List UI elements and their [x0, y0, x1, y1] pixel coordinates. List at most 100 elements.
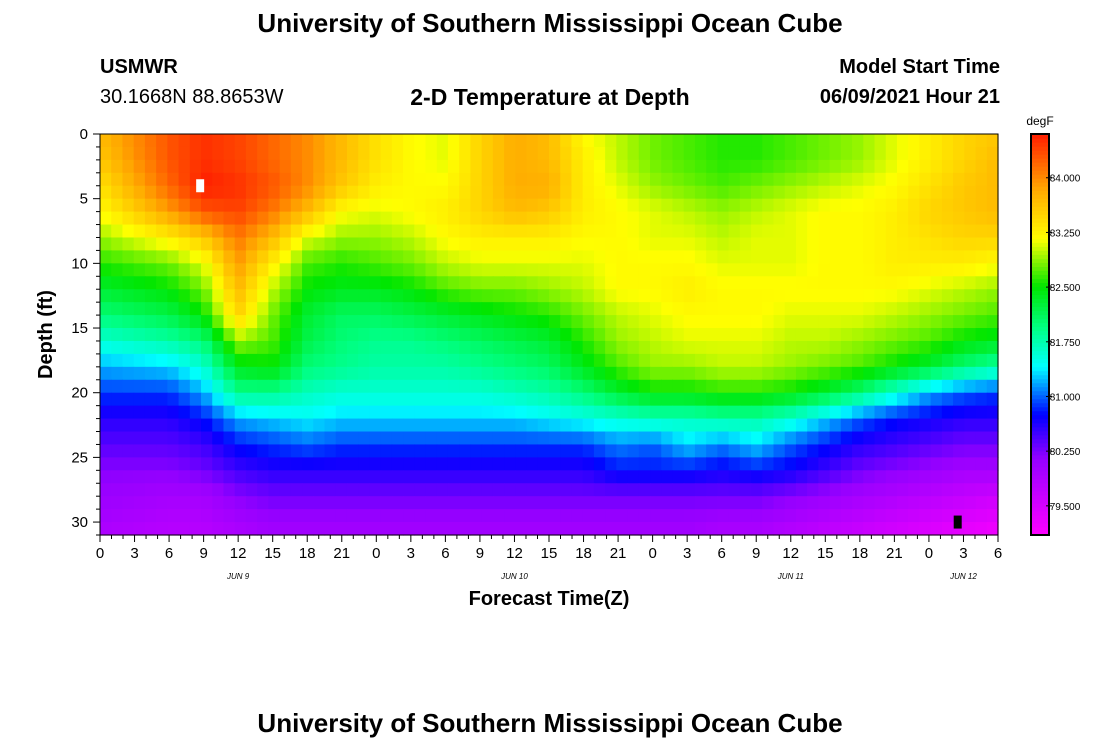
heatmap-cell	[694, 276, 707, 290]
heatmap-cell	[717, 328, 730, 342]
footer-title: University of Southern Mississippi Ocean…	[257, 708, 843, 738]
heatmap-cell	[683, 470, 696, 484]
heatmap-cell	[717, 289, 730, 303]
heatmap-cell	[593, 302, 606, 316]
heatmap-cell	[795, 134, 808, 148]
heatmap-cell	[358, 405, 370, 420]
heatmap-cell	[492, 379, 505, 394]
heatmap-cell	[706, 366, 718, 381]
heatmap-cell	[694, 263, 707, 277]
heatmap-cell	[571, 457, 584, 471]
heatmap-cell	[268, 289, 281, 303]
heatmap-cell	[818, 172, 831, 187]
heatmap-cell	[526, 418, 539, 433]
colorbar-swatch	[1031, 526, 1049, 532]
heatmap-cell	[324, 392, 337, 407]
heatmap-cell	[470, 302, 483, 316]
heatmap-cell	[212, 185, 225, 200]
heatmap-cell	[459, 224, 472, 239]
heatmap-cell	[941, 509, 954, 523]
heatmap-cell	[403, 134, 415, 148]
heatmap-cell	[178, 522, 191, 536]
date-label: JUN 10	[500, 572, 528, 581]
heatmap-cell	[380, 340, 393, 355]
heatmap-cell	[201, 340, 213, 355]
heatmap-cell	[795, 224, 808, 239]
colorbar-swatch	[1031, 134, 1049, 139]
heatmap-cell	[919, 289, 932, 303]
heatmap-cell	[470, 146, 483, 161]
heatmap-cell	[593, 159, 606, 174]
heatmap-cell	[223, 134, 236, 148]
heatmap-cell	[807, 379, 819, 394]
heatmap-cell	[852, 198, 864, 213]
heatmap-cell	[358, 315, 370, 329]
heatmap-cell	[459, 392, 472, 407]
heatmap-cell	[436, 457, 449, 471]
heatmap-cell	[751, 392, 763, 407]
heatmap-cell	[481, 172, 494, 187]
heatmap-cell	[144, 211, 157, 226]
colorbar-swatch	[1031, 198, 1049, 203]
heatmap-cell	[885, 172, 898, 187]
heatmap-cell	[234, 198, 247, 213]
heatmap-cell	[346, 522, 359, 536]
heatmap-cell	[234, 379, 247, 394]
heatmap-cell	[717, 315, 730, 329]
heatmap-cell	[234, 146, 247, 161]
heatmap-cell	[369, 134, 382, 148]
heatmap-cell	[537, 328, 550, 342]
heatmap-cell	[358, 250, 370, 264]
heatmap-cell	[650, 276, 662, 290]
x-tick-label: 15	[541, 545, 558, 562]
heatmap-cell	[178, 340, 191, 355]
heatmap-cell	[459, 185, 472, 200]
colorbar-swatch	[1031, 182, 1049, 187]
heatmap-cell	[863, 470, 876, 484]
heatmap-cell	[257, 302, 269, 316]
heatmap-cell	[762, 366, 775, 381]
heatmap-cell	[257, 340, 269, 355]
heatmap-cell	[156, 250, 168, 264]
heatmap-cell	[358, 418, 370, 433]
heatmap-cell	[627, 289, 640, 303]
heatmap-cell	[369, 198, 382, 213]
heatmap-cell	[751, 470, 763, 484]
heatmap-cell	[683, 198, 696, 213]
heatmap-cell	[122, 159, 135, 174]
heatmap-cell	[795, 340, 808, 355]
heatmap-cell	[178, 211, 191, 226]
colorbar-swatch	[1031, 434, 1049, 440]
heatmap-cell	[964, 431, 977, 446]
heatmap-cell	[447, 457, 460, 471]
heatmap-cell	[302, 211, 314, 226]
heatmap-cell	[414, 224, 427, 239]
heatmap-cell	[268, 405, 281, 420]
heatmap-cell	[818, 392, 831, 407]
heatmap-cell	[896, 392, 909, 407]
heatmap-cell	[279, 211, 292, 226]
heatmap-cell	[560, 289, 573, 303]
heatmap-cell	[212, 457, 225, 471]
heatmap-cell	[313, 379, 326, 394]
heatmap-cell	[380, 366, 393, 381]
heatmap-cell	[111, 366, 124, 381]
heatmap-cell	[964, 263, 977, 277]
heatmap-cell	[223, 276, 236, 290]
heatmap-cell	[335, 431, 348, 446]
heatmap-cell	[201, 457, 213, 471]
heatmap-cell	[885, 237, 898, 252]
heatmap-cell	[144, 509, 157, 523]
heatmap-cell	[144, 237, 157, 252]
heatmap-cell	[167, 315, 180, 329]
colorbar-swatch	[1031, 282, 1049, 287]
heatmap-cell	[133, 340, 146, 355]
heatmap-cell	[212, 509, 225, 523]
colorbar-swatch	[1031, 158, 1049, 163]
heatmap-cell	[201, 263, 213, 277]
heatmap-cell	[537, 263, 550, 277]
heatmap-cell	[908, 134, 921, 148]
heatmap-cell	[638, 172, 651, 187]
heatmap-cell	[863, 366, 876, 381]
heatmap-cell	[605, 444, 617, 458]
